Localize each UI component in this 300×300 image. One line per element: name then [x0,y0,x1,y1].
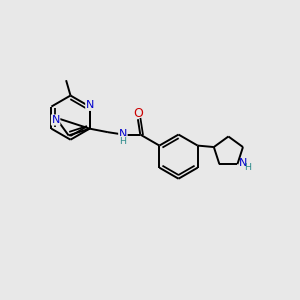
Text: H: H [119,136,126,146]
Text: H: H [244,163,251,172]
Text: N: N [238,158,247,168]
Text: N: N [86,100,94,110]
Text: N: N [119,129,127,139]
Text: N: N [52,115,60,125]
Text: O: O [133,107,143,120]
